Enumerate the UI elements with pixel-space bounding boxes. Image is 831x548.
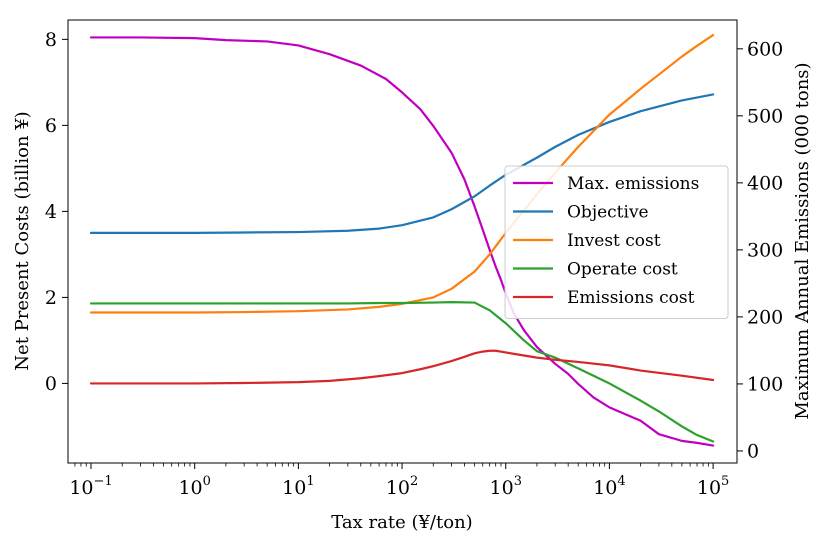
legend-label: Max. emissions bbox=[567, 174, 699, 194]
legend-label: Operate cost bbox=[567, 260, 678, 280]
y-left-tick-label: 0 bbox=[45, 373, 57, 395]
y-left-tick-label: 6 bbox=[45, 115, 57, 137]
series-line-invest-cost bbox=[89, 33, 715, 314]
y-right-tick-label: 400 bbox=[747, 172, 783, 194]
y-left-tick-label: 8 bbox=[45, 29, 57, 51]
y-axis-label-left: Net Present Costs (billion ¥) bbox=[12, 111, 33, 370]
x-tick-label: 102 bbox=[386, 474, 418, 499]
y-right-tick-label: 100 bbox=[747, 373, 783, 395]
series-line-operate-cost bbox=[89, 301, 715, 443]
y-left-tick-label: 2 bbox=[45, 287, 57, 309]
x-tick-label: 100 bbox=[178, 474, 210, 499]
x-tick-label: 101 bbox=[282, 474, 314, 499]
series-layer bbox=[89, 33, 715, 447]
y-axis-label-right: Maximum Annual Emissions (000 tons) bbox=[792, 62, 813, 419]
legend-label: Emissions cost bbox=[567, 288, 695, 308]
y-right-tick-label: 0 bbox=[747, 440, 759, 462]
x-tick-label: 104 bbox=[593, 474, 625, 499]
y-left-tick-label: 4 bbox=[45, 201, 57, 223]
y-right-tick-label: 500 bbox=[747, 105, 783, 127]
series-line-max-emissions bbox=[89, 36, 715, 447]
x-tick-label: 103 bbox=[490, 474, 522, 499]
y-right-tick-label: 200 bbox=[747, 306, 783, 328]
legend: Max. emissions Objective Invest cost Operat… bbox=[504, 165, 729, 319]
series-line-emissions-cost bbox=[89, 349, 715, 385]
y-right-tick-label: 300 bbox=[747, 239, 783, 261]
legend-box bbox=[504, 165, 729, 319]
legend-label: Invest cost bbox=[567, 231, 661, 251]
series-line-objective bbox=[89, 93, 715, 234]
y-right-tick-label: 600 bbox=[747, 38, 783, 60]
x-axis-label: Tax rate (¥/ton) bbox=[331, 512, 472, 533]
x-tick-label: 105 bbox=[697, 474, 729, 499]
legend-label: Objective bbox=[567, 203, 649, 223]
axes-layer: 10−1 100 101 102 103 104 105 0 2 4 6 8 0 100 200 300 400… bbox=[45, 29, 783, 499]
x-tick-label: 10−1 bbox=[69, 474, 112, 499]
